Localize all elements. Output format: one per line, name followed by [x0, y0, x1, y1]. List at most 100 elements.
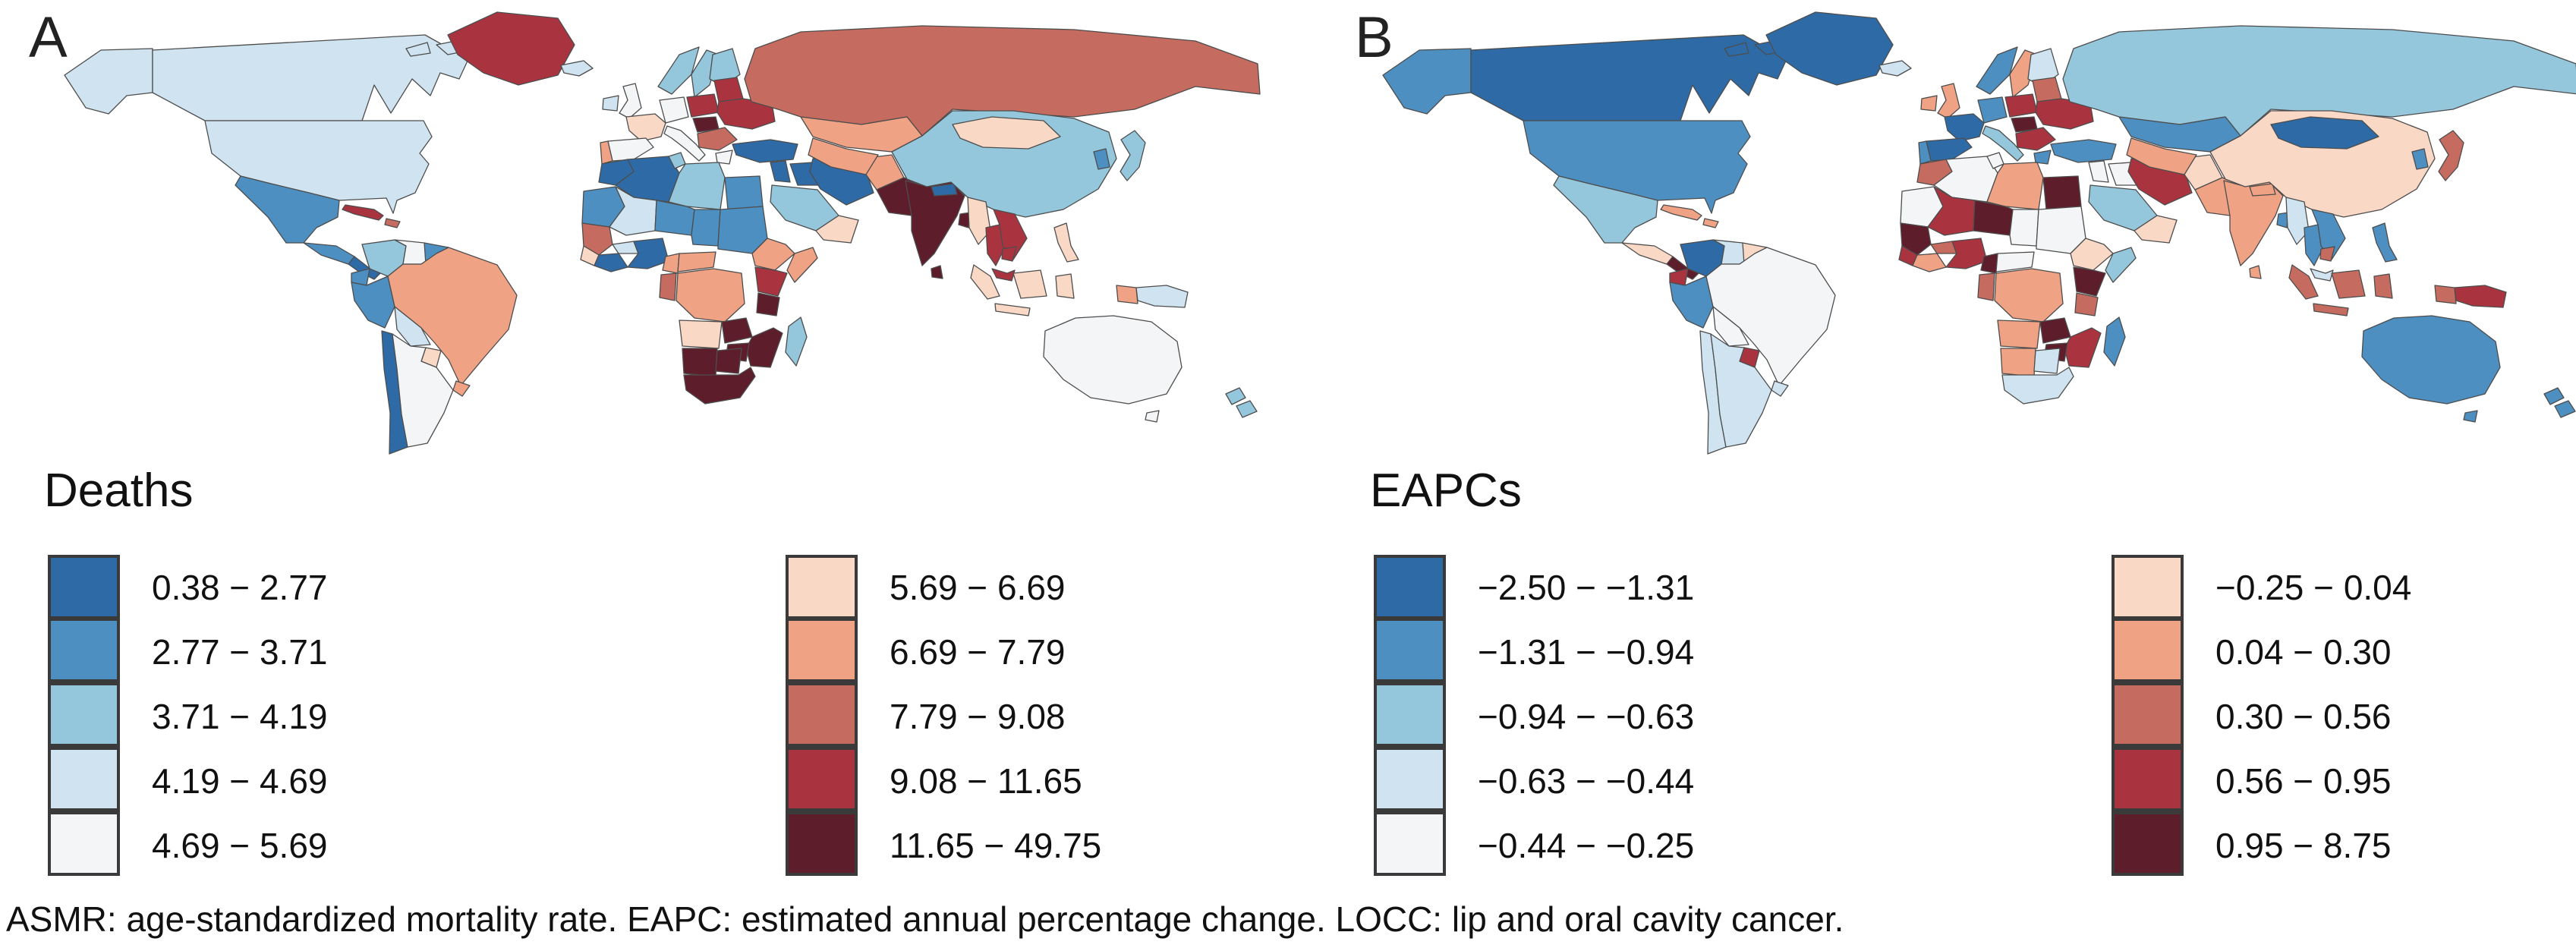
country-mexico [1553, 175, 1658, 244]
country-tanzania [756, 292, 780, 316]
country-wpapua [2434, 285, 2457, 304]
country-chad [2009, 209, 2039, 247]
country-ukraine [716, 98, 776, 130]
legend-swatch [2112, 682, 2184, 747]
country-uruguay [1771, 380, 1789, 397]
legend-row: −1.31 − −0.94 [1374, 618, 1695, 684]
country-greece [715, 150, 733, 165]
country-somalia [2105, 247, 2137, 283]
country-gabon [1977, 272, 1995, 301]
country-srilanka [2249, 265, 2262, 279]
legend-row: 9.08 − 11.65 [786, 747, 1101, 813]
country-sulawesi [2373, 273, 2393, 299]
country-drc [675, 268, 745, 323]
legend-range-label: 3.71 − 4.19 [152, 696, 328, 736]
country-uk [619, 83, 642, 119]
country-arctic1 [405, 42, 431, 57]
country-argentina [1710, 333, 1772, 448]
country-botswana [715, 348, 742, 374]
legend-swatch [786, 555, 858, 619]
country-png [2454, 285, 2507, 308]
country-portugal [600, 140, 613, 165]
country-nzsouth [2554, 400, 2576, 418]
legend-row: 0.56 − 0.95 [2112, 747, 2411, 813]
panel-label-a: A [29, 5, 68, 70]
country-kenya [2073, 266, 2106, 297]
legend-row: 7.79 − 9.08 [786, 682, 1101, 748]
legend-row: 2.77 − 3.71 [48, 618, 328, 684]
country-nigeria [1945, 238, 1988, 269]
legend-swatch [2112, 811, 2184, 876]
legend-range-label: −1.31 − −0.94 [1478, 631, 1695, 672]
country-senegal [1900, 222, 1932, 256]
country-nznorth [2543, 387, 2565, 405]
country-norway [1976, 46, 2018, 95]
legend-range-label: 2.77 − 3.71 [152, 631, 328, 672]
country-japan [2438, 130, 2464, 181]
legend-range-label: 0.56 − 0.95 [2215, 760, 2392, 801]
country-turkey [732, 139, 798, 163]
country-libya [668, 162, 726, 210]
country-sumatra [970, 264, 1000, 300]
country-madagascar [2103, 316, 2126, 367]
legend-range-label: −0.25 − 0.04 [2215, 567, 2412, 607]
country-poland [686, 93, 720, 118]
country-egypt [2042, 175, 2082, 210]
country-france [625, 113, 666, 142]
country-nigeria [627, 238, 669, 269]
country-baltics [713, 77, 744, 102]
country-namibia [2000, 348, 2036, 377]
country-nepal [931, 183, 958, 197]
legend-range-label: −2.50 − −1.31 [1478, 567, 1695, 607]
legend-swatch [48, 682, 120, 747]
country-japan [1120, 130, 1146, 181]
country-mongolia [952, 116, 1061, 150]
map-deaths [64, 11, 1261, 455]
country-norway [657, 46, 700, 95]
country-philippines [2372, 222, 2398, 263]
country-yemenoman [815, 215, 859, 244]
map-eapcs [1382, 11, 2576, 455]
country-italy [1982, 125, 2024, 162]
country-argentina [392, 333, 454, 448]
country-ivoryghana [594, 253, 628, 272]
legend-range-label: −0.94 − −0.63 [1478, 696, 1695, 736]
country-mali [609, 186, 657, 236]
country-bangladesh [958, 212, 971, 228]
country-camnorth [303, 242, 355, 265]
legend-row: −2.50 − −1.31 [1374, 555, 1694, 619]
country-peru [1669, 276, 1714, 329]
country-china [891, 110, 1117, 218]
country-romania [697, 127, 738, 151]
country-car [677, 251, 716, 272]
country-levant [770, 160, 791, 183]
country-myanmar [2285, 197, 2310, 245]
country-bolivia [1712, 306, 1749, 347]
legend-row: 4.69 − 5.69 [48, 811, 327, 877]
country-baltics [2032, 77, 2062, 102]
country-drc [1994, 268, 2064, 323]
country-sumatra [2288, 264, 2319, 300]
legend-range-label: −0.63 − −0.44 [1478, 760, 1695, 801]
country-poland [2004, 93, 2038, 118]
country-borneo [1012, 269, 1047, 299]
country-borneo [2331, 269, 2366, 299]
legend-range-label: 0.38 − 2.77 [152, 567, 328, 607]
country-ukraine [2035, 98, 2094, 130]
country-srilanka [931, 265, 943, 279]
country-yemenoman [2134, 215, 2178, 244]
country-libya [1986, 162, 2044, 210]
country-peru [351, 276, 395, 329]
panel-label-b: B [1355, 5, 1393, 70]
country-ivoryghana [1912, 253, 1947, 272]
country-germany [1977, 96, 2008, 124]
legend-swatch [2112, 747, 2184, 811]
country-korea [1093, 148, 1110, 170]
country-australia [1043, 315, 1183, 405]
country-angola [1997, 320, 2041, 349]
country-wpapua [1116, 285, 1138, 304]
legend-range-label: 4.19 − 4.69 [152, 760, 328, 801]
legend-swatch [48, 555, 120, 619]
country-turkey [2050, 139, 2117, 163]
country-chad [691, 209, 721, 247]
